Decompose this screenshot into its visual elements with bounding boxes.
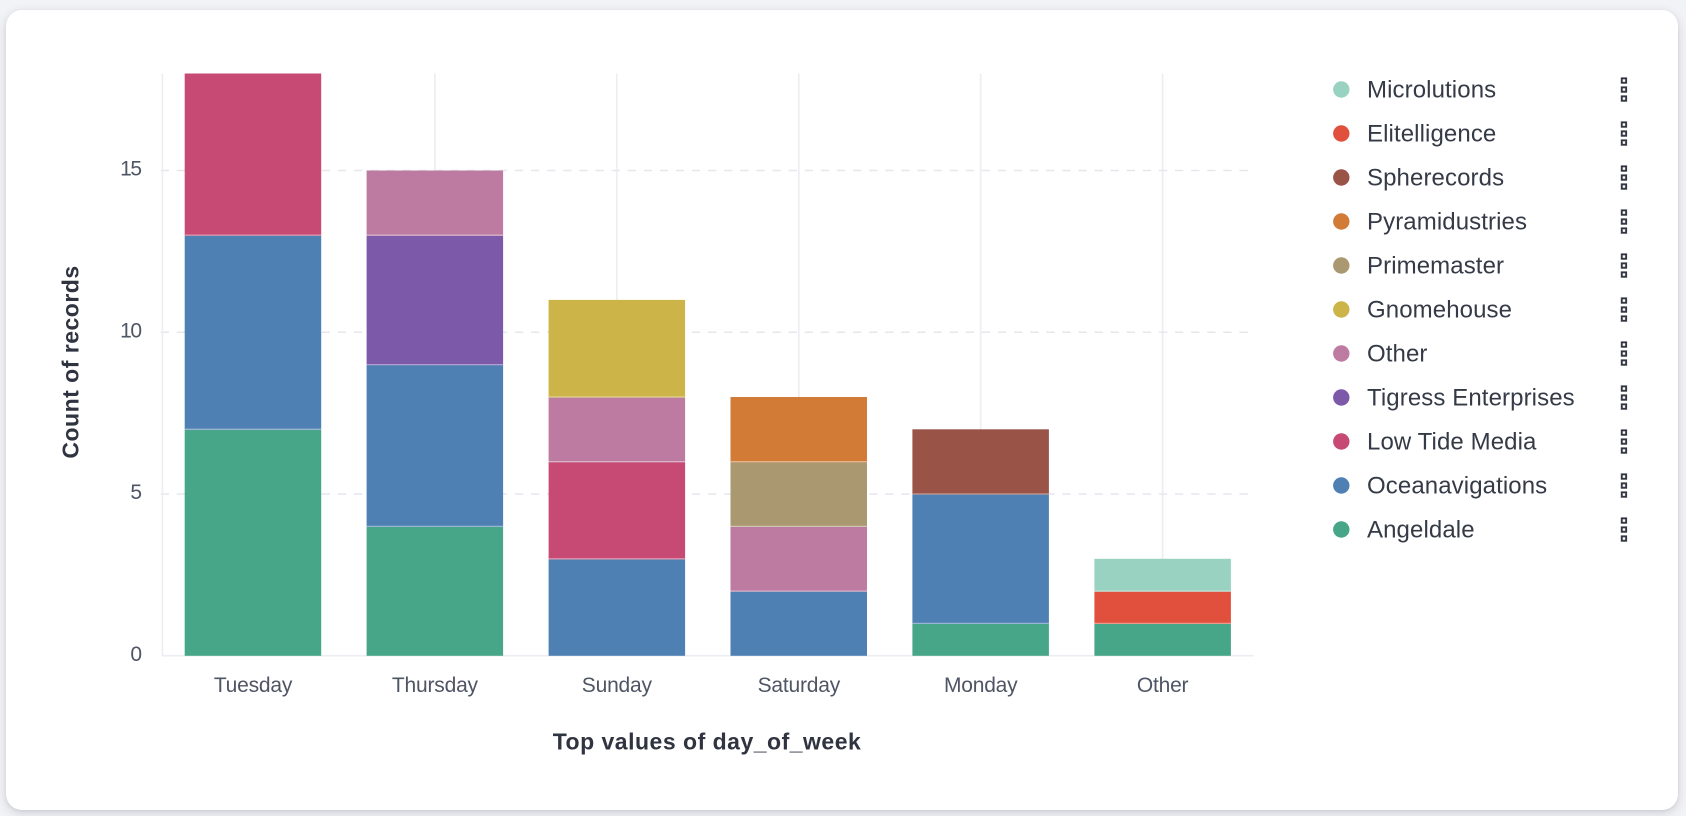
svg-text:Thursday: Thursday — [392, 674, 479, 697]
svg-text:Sunday: Sunday — [582, 674, 653, 697]
svg-text:0: 0 — [130, 643, 141, 666]
svg-text:Angeldale: Angeldale — [1367, 517, 1475, 544]
svg-text:Pyramidustries: Pyramidustries — [1367, 209, 1527, 236]
svg-text:Tigress Enterprises: Tigress Enterprises — [1367, 385, 1575, 412]
svg-text:Elitelligence: Elitelligence — [1367, 121, 1496, 148]
svg-text:5: 5 — [130, 481, 141, 504]
svg-text:Primemaster: Primemaster — [1367, 253, 1504, 280]
svg-text:Low Tide Media: Low Tide Media — [1367, 429, 1537, 456]
svg-text:Gnomehouse: Gnomehouse — [1367, 297, 1512, 324]
svg-text:Other: Other — [1137, 674, 1189, 697]
svg-text:10: 10 — [120, 320, 141, 343]
svg-text:Microlutions: Microlutions — [1367, 77, 1496, 104]
svg-text:Oceanavigations: Oceanavigations — [1367, 473, 1547, 500]
svg-text:Saturday: Saturday — [758, 674, 841, 697]
svg-text:Monday: Monday — [944, 674, 1018, 697]
svg-text:Other: Other — [1367, 341, 1428, 368]
svg-text:15: 15 — [120, 158, 141, 181]
svg-text:Top values of day_of_week: Top values of day_of_week — [553, 729, 862, 755]
svg-text:Count of records: Count of records — [58, 265, 84, 458]
svg-text:Spherecords: Spherecords — [1367, 165, 1504, 192]
svg-text:Tuesday: Tuesday — [214, 674, 293, 697]
